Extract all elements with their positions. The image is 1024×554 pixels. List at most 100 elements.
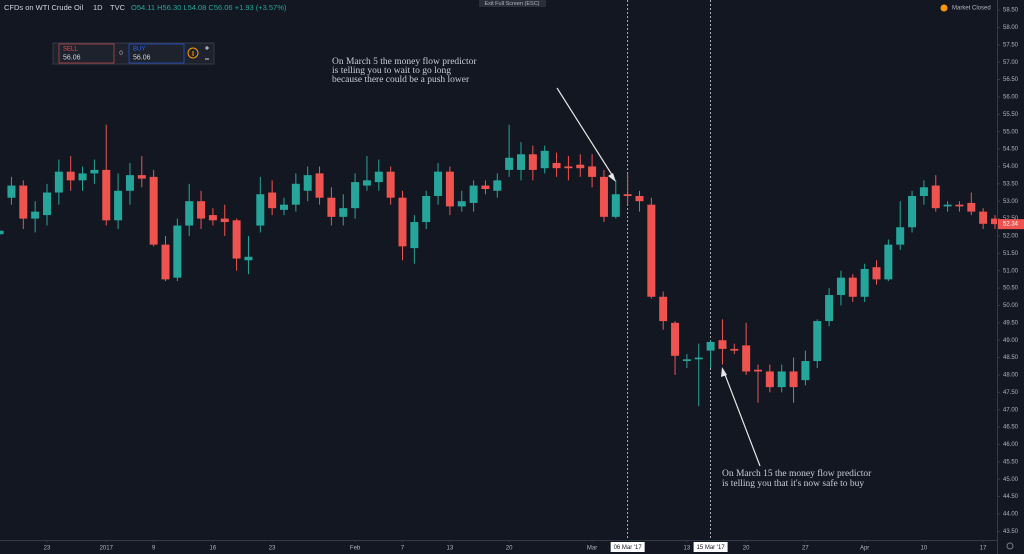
candle-body: [268, 192, 277, 209]
x-tick-label: 15 Mar '17: [697, 545, 726, 551]
candle-body: [256, 194, 265, 226]
y-tick-label: 47.50: [1003, 390, 1019, 396]
candle-body: [66, 171, 75, 181]
sell-price[interactable]: 56.06: [63, 54, 81, 61]
x-tick-label: Mar: [587, 546, 597, 552]
y-tick-label: 46.00: [1003, 442, 1019, 448]
y-tick-label: 49.00: [1003, 338, 1019, 344]
candle-body: [647, 204, 656, 297]
arrow: [556, 87, 615, 179]
candle-body: [801, 361, 810, 381]
candle-body: [884, 244, 893, 280]
candle-body: [362, 180, 371, 186]
x-tick-label: 17: [980, 546, 987, 552]
buy-button[interactable]: [128, 43, 185, 64]
header: CFDs on WTI Crude Oil 1D TVC O54.11 H56.…: [4, 0, 991, 12]
last-price-label: 52.34: [1003, 222, 1019, 228]
y-tick-label: 47.00: [1003, 407, 1019, 413]
candle-body: [102, 169, 111, 221]
x-tick-label: 20: [506, 546, 513, 552]
candle-body: [445, 171, 454, 207]
date-marker-box: [693, 542, 728, 552]
candle-body: [979, 211, 988, 224]
candle-body: [244, 256, 253, 261]
annotations: On March 5 the money flow predictor is t…: [332, 56, 872, 489]
buy-label[interactable]: BUY: [133, 47, 145, 53]
candle-body: [54, 171, 63, 193]
candle-body: [7, 185, 16, 198]
last-price-box: [998, 219, 1024, 230]
candle-body: [303, 175, 312, 191]
y-tick-label: 51.00: [1003, 268, 1019, 274]
candle-body: [552, 162, 561, 169]
candle-body: [137, 175, 146, 179]
candle-body: [0, 230, 4, 235]
candle-body: [682, 359, 691, 362]
arrow-head: [608, 173, 616, 182]
spread: 0: [119, 50, 123, 57]
candle-body: [90, 169, 99, 174]
buy-price[interactable]: 56.06: [133, 54, 151, 61]
y-tick-label: 57.50: [1003, 42, 1019, 48]
ohlc: O54.11 H56.30 L54.08 C56.06 +1.93 (+3.57…: [131, 3, 287, 12]
y-tick-label: 53.00: [1003, 199, 1019, 205]
market-status: Market Closed: [952, 6, 991, 12]
candle-body: [422, 195, 431, 223]
exit-button[interactable]: Exit Full Screen (ESC): [484, 1, 539, 7]
candle-body: [789, 371, 798, 388]
info-button[interactable]: [187, 47, 199, 59]
trade-widget: SELL 56.06 0 BUY 56.06: [52, 42, 215, 65]
candle-body: [185, 201, 194, 226]
y-tick-label: 48.00: [1003, 373, 1019, 379]
candle-body: [125, 175, 134, 191]
x-tick-label: 13: [447, 546, 454, 552]
candle-body: [754, 369, 762, 372]
candle-body: [197, 201, 206, 219]
candle-body: [860, 268, 869, 297]
settings-button[interactable]: [1006, 542, 1014, 550]
candle-body: [659, 296, 668, 322]
y-tick-label: 52.00: [1003, 234, 1019, 240]
y-tick-label: 57.00: [1003, 60, 1019, 66]
sell-button[interactable]: [58, 43, 115, 64]
candle-body: [765, 371, 774, 388]
candle-body: [481, 185, 490, 190]
annotation-line: On March 15 the money flow predictor: [722, 468, 872, 479]
y-tick-label: 51.50: [1003, 251, 1019, 257]
y-tick-label: 58.50: [1003, 8, 1019, 14]
candle-body: [576, 164, 585, 169]
annotation-line: because there could be a push lower: [332, 75, 470, 85]
x-tick-label: Feb: [350, 546, 361, 552]
sell-label[interactable]: SELL: [63, 47, 78, 53]
x-tick-label: 23: [269, 546, 276, 552]
date-marker-box: [610, 542, 645, 552]
x-tick-label: 13: [684, 546, 691, 552]
plot-area: [0, 0, 999, 540]
candle-body: [528, 154, 537, 170]
candle-body: [955, 204, 964, 207]
candle-body: [730, 348, 739, 351]
y-tick-label: 48.50: [1003, 355, 1019, 361]
candle-body: [327, 197, 336, 217]
y-tick-label: 45.50: [1003, 459, 1019, 465]
candle-body: [872, 267, 881, 280]
candle-body: [398, 197, 407, 247]
y-tick-label: 56.50: [1003, 77, 1019, 83]
y-tick-label: 46.50: [1003, 425, 1019, 431]
candle-body: [280, 204, 288, 210]
x-tick-label: 23: [44, 546, 51, 552]
candle-body: [908, 195, 917, 228]
candle-body: [943, 204, 952, 207]
interval: 1D: [93, 3, 103, 12]
y-tick-label: 44.50: [1003, 494, 1019, 500]
y-tick-label: 55.50: [1003, 112, 1019, 118]
exit-button-bg[interactable]: [479, 0, 546, 7]
candle-body: [19, 185, 28, 219]
candle-body: [671, 322, 680, 356]
y-tick-label: 45.00: [1003, 477, 1019, 483]
candle-body: [291, 183, 300, 205]
x-tick-label: 06 Mar '17: [614, 545, 643, 551]
candle-body: [31, 211, 40, 219]
candle-body: [208, 215, 217, 221]
